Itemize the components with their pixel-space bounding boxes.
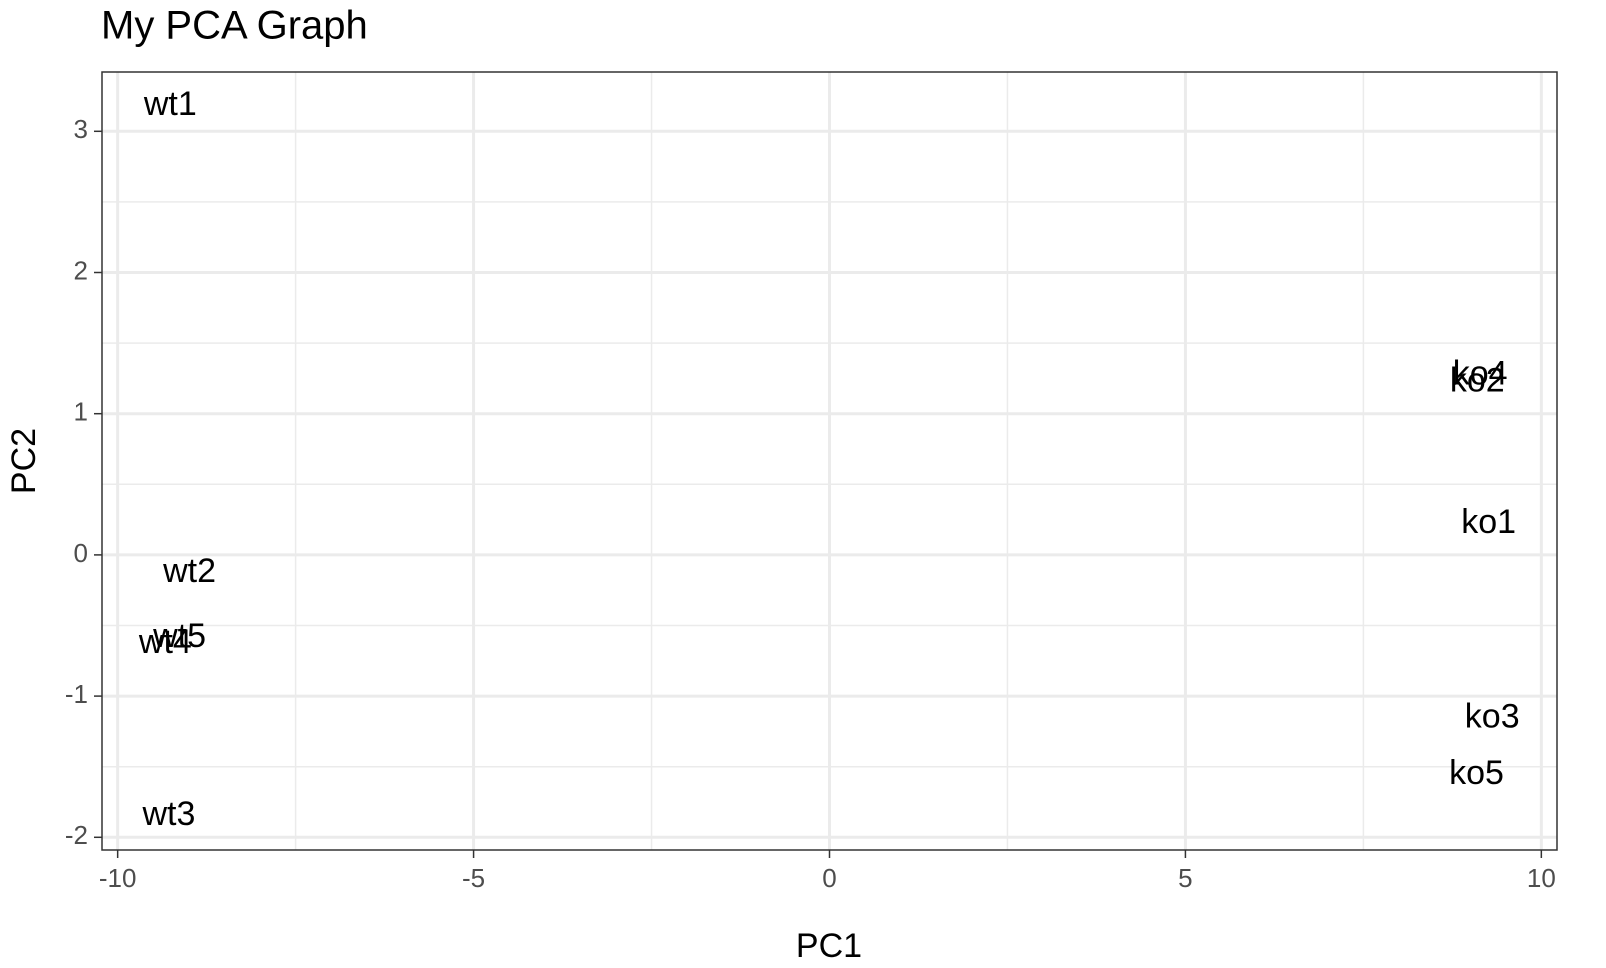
y-tick-label: 1 [74, 397, 88, 427]
panel-border [101, 71, 1558, 851]
point-label: wt3 [141, 795, 195, 833]
x-tick-label: 5 [1178, 863, 1192, 893]
point-label: wt1 [143, 85, 197, 123]
x-tick-label: -10 [99, 863, 137, 893]
point-label: wt5 [152, 617, 206, 655]
y-tick-label: 3 [74, 114, 88, 144]
y-tick-label: 2 [74, 255, 88, 285]
point-label: ko4 [1453, 355, 1508, 393]
y-axis-title: PC2 [5, 428, 43, 494]
x-tick-label: 10 [1527, 863, 1556, 893]
x-tick-label: 0 [822, 863, 836, 893]
x-axis-title: PC1 [796, 927, 862, 965]
point-label: ko1 [1461, 503, 1516, 541]
point-label: wt2 [162, 552, 216, 590]
point-label: ko2 [1450, 362, 1505, 400]
y-tick-label: 0 [74, 538, 88, 568]
point-label: wt4 [138, 623, 192, 661]
y-tick-label: -1 [65, 679, 88, 709]
point-label: ko3 [1465, 698, 1520, 736]
chart-title: My PCA Graph [101, 4, 368, 48]
x-tick-label: -5 [462, 863, 485, 893]
y-tick-label: -2 [65, 820, 88, 850]
point-label: ko5 [1449, 754, 1504, 792]
